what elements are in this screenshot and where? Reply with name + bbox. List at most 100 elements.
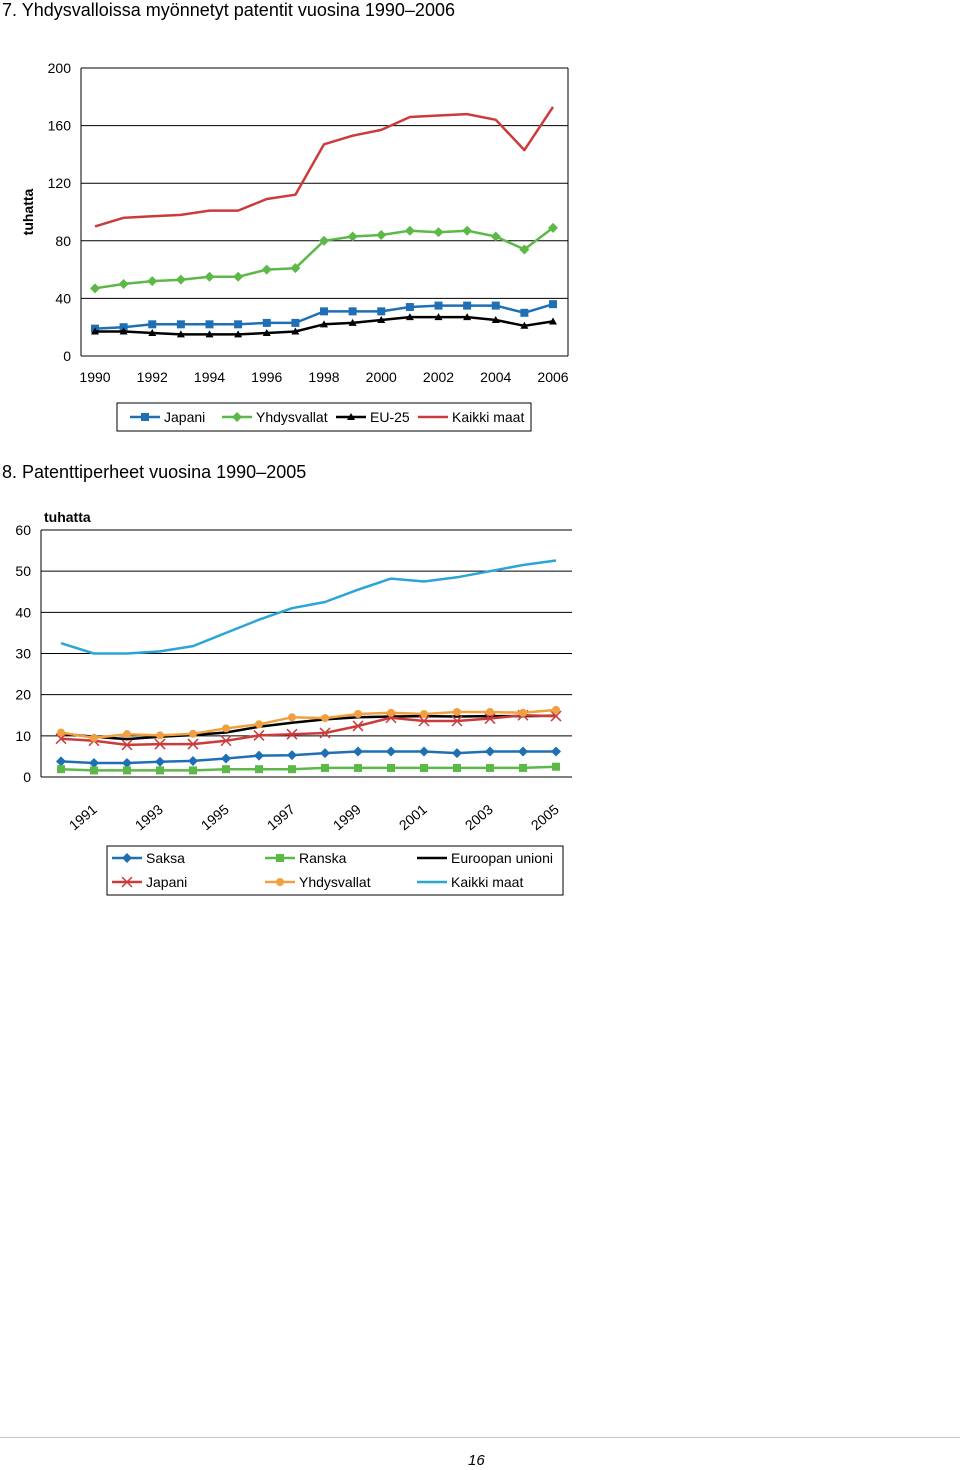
- chart2-point-ranska: [486, 763, 494, 772]
- chart2-point-ranska: [552, 762, 560, 771]
- chart2-y-tick-label: 40: [15, 604, 31, 620]
- chart2-point-japani: [187, 738, 199, 750]
- chart2-point-japani: [352, 720, 364, 732]
- chart2-point-ranska: [321, 763, 329, 772]
- chart1-point-japani: [434, 301, 443, 310]
- chart2-point-japani: [484, 713, 496, 725]
- chart2-legend-label-yhdysvallat: Yhdysvallat: [299, 874, 371, 890]
- chart1-x-tick-label: 2004: [480, 369, 511, 385]
- chart2-point-saksa: [122, 758, 132, 769]
- chart1-point-yhdysvallat: [90, 283, 100, 294]
- chart2-point-saksa: [221, 753, 231, 764]
- chart1-x-tick-label: 2002: [423, 369, 454, 385]
- chart1-y-tick-label: 0: [63, 348, 71, 364]
- chart2-point-japani: [253, 729, 265, 741]
- chart1-point-yhdysvallat: [548, 222, 558, 233]
- chart2-point-ranska: [222, 765, 230, 774]
- chart2-point-saksa: [56, 756, 66, 767]
- chart2-point-yhdysvallat: [453, 707, 461, 716]
- chart2-point-saksa: [353, 746, 363, 757]
- chart2-point-yhdysvallat: [90, 733, 98, 742]
- chart2-x-tick-label: 1995: [198, 801, 232, 833]
- chart1-point-japani: [377, 307, 386, 316]
- chart2-point-saksa: [485, 746, 495, 757]
- chart2-point-japani: [220, 735, 232, 747]
- chart2-series-line-kaikki-maat: [60, 559, 557, 655]
- chart1-legend-label-kaikki-maat: Kaikki maat: [452, 409, 524, 425]
- chart1-point-japani: [291, 318, 300, 327]
- chart2-point-ranska: [387, 763, 395, 772]
- chart1-point-yhdysvallat: [519, 244, 530, 255]
- chart1-point-japani: [119, 323, 128, 332]
- chart1-y-tick-label: 200: [48, 60, 72, 76]
- chart1-point-japani: [234, 320, 243, 329]
- chart2-legend-label-japani: Japani: [146, 874, 187, 890]
- chart2-point-japani: [55, 733, 67, 745]
- chart1-legend-marker-japani: [141, 413, 149, 421]
- chart1-point-japani: [491, 301, 500, 310]
- chart2-point-yhdysvallat: [486, 707, 494, 716]
- chart1-point-eu-25: [405, 313, 414, 321]
- chart2-point-saksa: [155, 756, 165, 767]
- chart2-legend-marker-yhdysvallat: [276, 878, 284, 886]
- chart1-point-japani: [176, 320, 185, 329]
- chart2-legend-label-kaikki-maat: Kaikki maat: [451, 874, 523, 890]
- chart1-point-yhdysvallat: [290, 263, 301, 274]
- chart1-x-tick-label: 1998: [308, 369, 339, 385]
- chart2-point-saksa: [419, 746, 429, 757]
- chart1-point-yhdysvallat: [175, 274, 186, 285]
- chart1-point-yhdysvallat: [204, 271, 215, 282]
- chart2-point-yhdysvallat: [288, 713, 296, 722]
- chart1-point-japani: [148, 320, 157, 329]
- chart2-legend-marker-japani: [121, 876, 133, 888]
- chart1-point-eu-25: [291, 327, 300, 335]
- chart1-point-eu-25: [377, 316, 386, 323]
- chart2-point-japani: [451, 715, 463, 727]
- chart2-legend-box: [106, 845, 564, 896]
- chart2-series-line-japani: [60, 714, 557, 747]
- chart2-point-ranska: [354, 763, 362, 772]
- chart2-point-yhdysvallat: [387, 708, 395, 717]
- chart2-point-ranska: [90, 766, 98, 775]
- chart1-point-eu-25: [520, 321, 529, 329]
- chart1-point-yhdysvallat: [118, 279, 129, 289]
- chart2-point-saksa: [89, 758, 99, 769]
- chart1-point-eu-25: [205, 330, 214, 338]
- chart1-legend-label-japani: Japani: [164, 409, 205, 425]
- chart1-point-japani: [405, 303, 414, 312]
- chart2-title: 8. Patenttiperheet vuosina 1990–2005: [2, 462, 307, 482]
- chart1-point-eu-25: [463, 313, 472, 321]
- chart2-x-tick-label: 2003: [462, 801, 496, 833]
- chart1-point-eu-25: [320, 320, 328, 328]
- chart2-point-ranska: [57, 765, 65, 774]
- chart2-point-ranska: [453, 763, 461, 772]
- chart1-x-tick-label: 1992: [137, 369, 168, 385]
- chart1-legend-marker-yhdysvallat: [232, 412, 242, 422]
- chart2-legend-marker-saksa: [122, 853, 132, 863]
- chart2-point-saksa: [551, 746, 561, 757]
- chart2-point-ranska: [156, 766, 164, 775]
- chart2-series-line-yhdysvallat: [60, 708, 557, 740]
- chart1-series-line-kaikki-maat: [94, 106, 555, 228]
- chart2-point-yhdysvallat: [123, 730, 131, 739]
- chart2-legend-label-saksa: Saksa: [146, 850, 185, 866]
- chart1-x-tick-label: 2006: [537, 369, 568, 385]
- chart1-point-eu-25: [148, 328, 157, 336]
- chart2-point-ranska: [288, 765, 296, 774]
- chart2-y-tick-label: 10: [15, 728, 31, 744]
- page-number: 16: [468, 1452, 485, 1469]
- chart1-point-yhdysvallat: [376, 230, 387, 241]
- chart2-point-ranska: [420, 763, 428, 772]
- chart2-y-tick-label: 20: [15, 687, 31, 703]
- chart2-point-ranska: [123, 766, 131, 775]
- chart2-point-saksa: [518, 746, 528, 757]
- chart1-x-tick-label: 2000: [366, 369, 397, 385]
- chart2-point-japani: [154, 738, 166, 750]
- chart2-legend-label-ranska: Ranska: [299, 850, 347, 866]
- chart1-point-yhdysvallat: [261, 264, 272, 275]
- chart1-point-yhdysvallat: [404, 225, 415, 236]
- chart2-x-tick-label: 1997: [264, 801, 298, 833]
- chart2-point-saksa: [320, 748, 330, 759]
- chart2-x-tick-label: 1993: [132, 801, 166, 833]
